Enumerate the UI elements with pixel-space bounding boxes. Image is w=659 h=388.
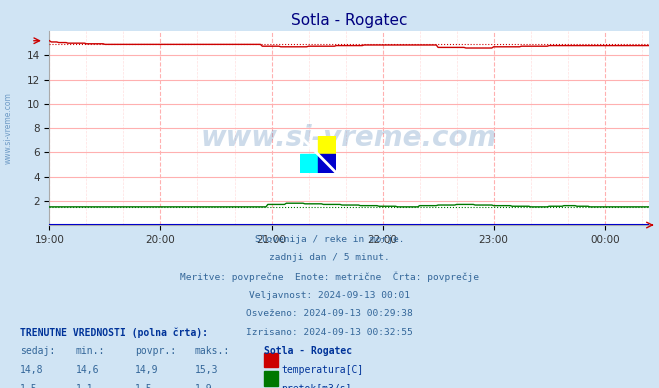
- Text: Sotla - Rogatec: Sotla - Rogatec: [264, 346, 352, 357]
- Text: 1,5: 1,5: [135, 384, 153, 388]
- Text: pretok[m3/s]: pretok[m3/s]: [281, 384, 352, 388]
- Text: 14,9: 14,9: [135, 365, 159, 375]
- Text: Izrisano: 2024-09-13 00:32:55: Izrisano: 2024-09-13 00:32:55: [246, 328, 413, 337]
- Text: 15,3: 15,3: [194, 365, 218, 375]
- Text: 14,8: 14,8: [20, 365, 43, 375]
- Text: Slovenija / reke in morje.: Slovenija / reke in morje.: [255, 235, 404, 244]
- Bar: [318, 136, 336, 154]
- Bar: [300, 154, 318, 173]
- Text: Veljavnost: 2024-09-13 00:01: Veljavnost: 2024-09-13 00:01: [249, 291, 410, 300]
- Text: Osveženo: 2024-09-13 00:29:38: Osveženo: 2024-09-13 00:29:38: [246, 309, 413, 318]
- Text: 1,9: 1,9: [194, 384, 212, 388]
- Text: zadnji dan / 5 minut.: zadnji dan / 5 minut.: [269, 253, 390, 262]
- Text: min.:: min.:: [76, 346, 105, 357]
- Text: sedaj:: sedaj:: [20, 346, 55, 357]
- Text: 1,1: 1,1: [76, 384, 94, 388]
- Text: www.si-vreme.com: www.si-vreme.com: [201, 124, 498, 152]
- Text: www.si-vreme.com: www.si-vreme.com: [3, 92, 13, 164]
- Text: 1,5: 1,5: [20, 384, 38, 388]
- Text: temperatura[C]: temperatura[C]: [281, 365, 364, 375]
- Bar: [318, 154, 336, 173]
- Text: Meritve: povprečne  Enote: metrične  Črta: povprečje: Meritve: povprečne Enote: metrične Črta:…: [180, 272, 479, 282]
- Text: 14,6: 14,6: [76, 365, 100, 375]
- Title: Sotla - Rogatec: Sotla - Rogatec: [291, 14, 407, 28]
- Text: maks.:: maks.:: [194, 346, 229, 357]
- Text: povpr.:: povpr.:: [135, 346, 176, 357]
- Text: TRENUTNE VREDNOSTI (polna črta):: TRENUTNE VREDNOSTI (polna črta):: [20, 328, 208, 338]
